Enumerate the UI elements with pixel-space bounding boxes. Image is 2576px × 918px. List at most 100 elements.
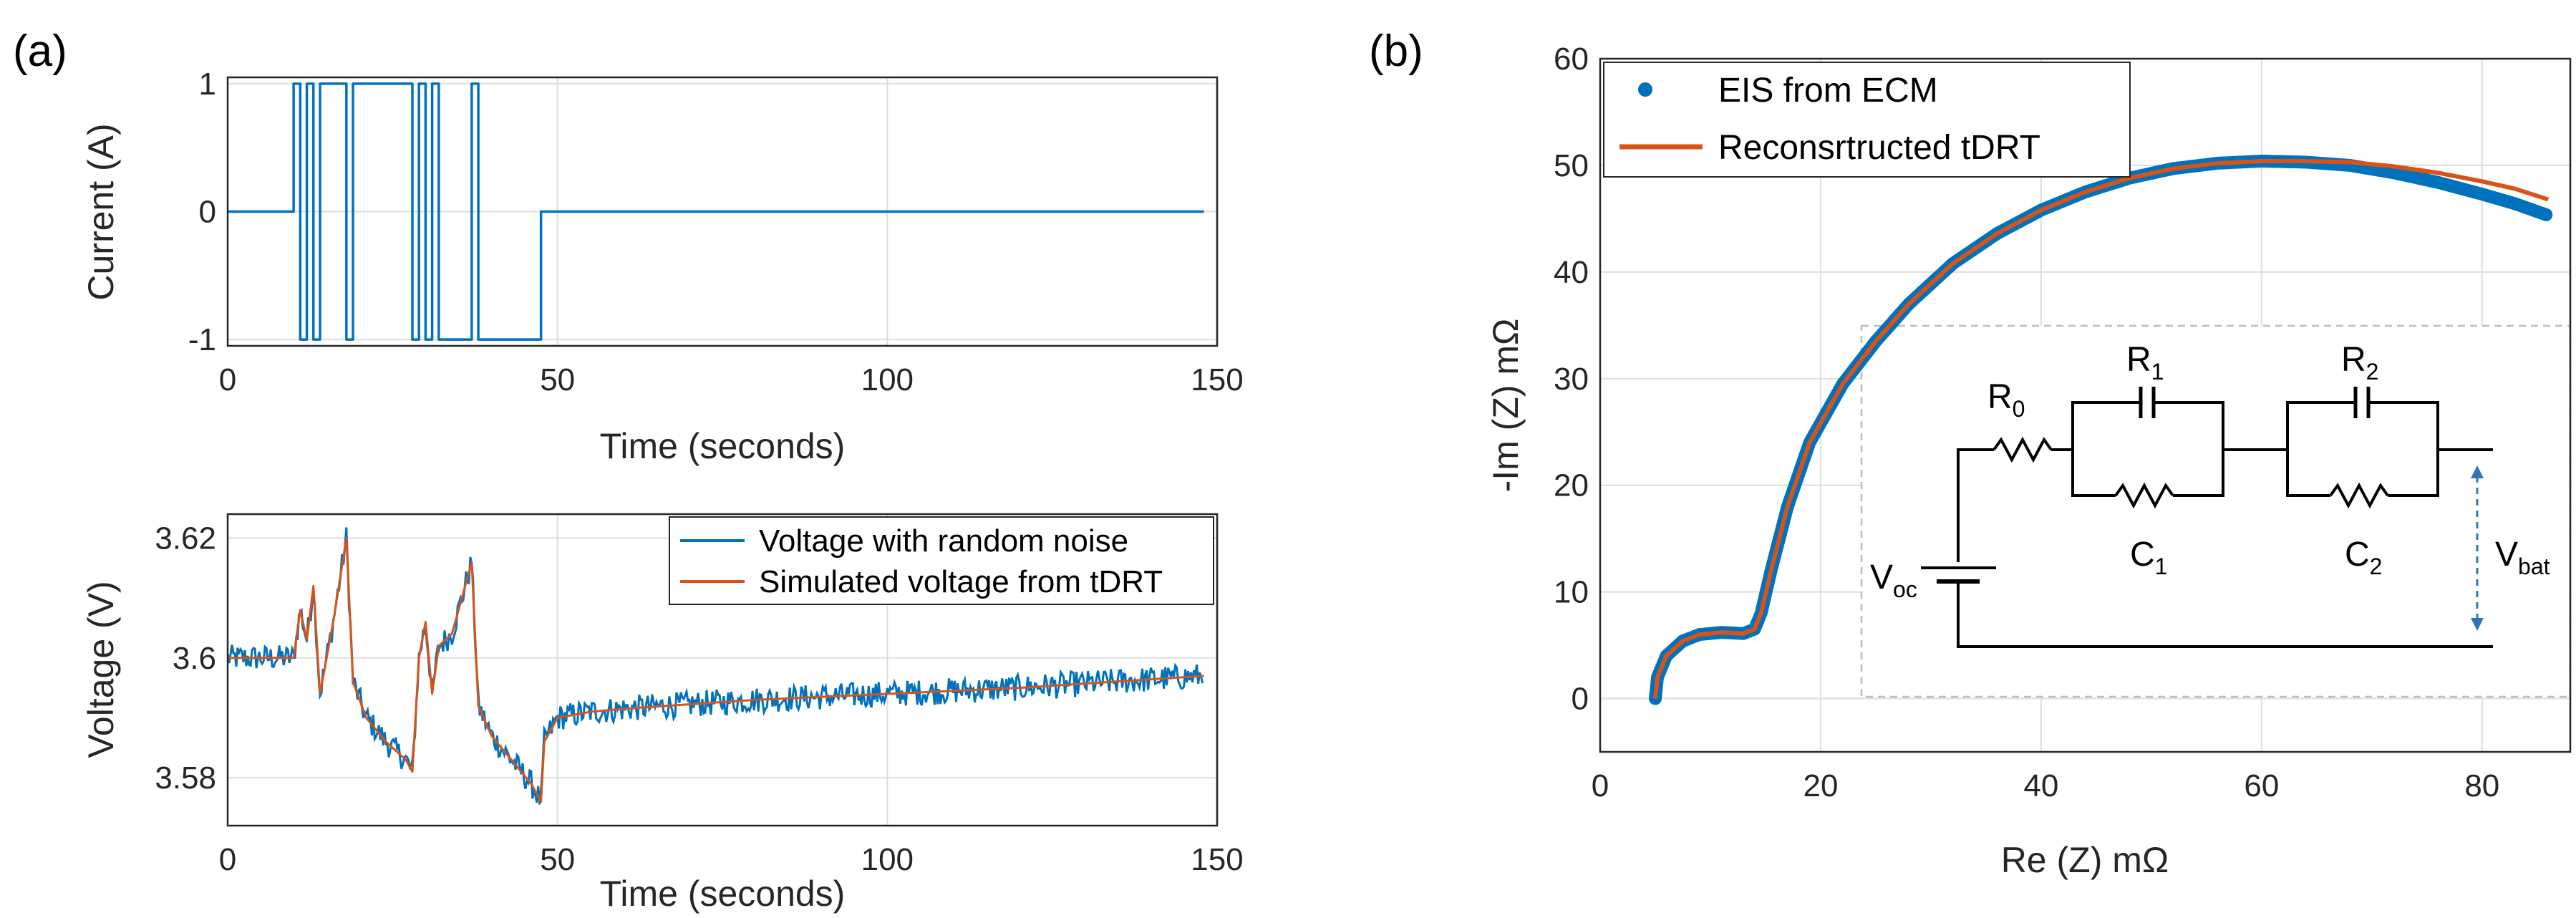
nyquist-chart: EIS from ECM Reconsrtructed tDRT 0 20 40… <box>1486 42 2572 880</box>
legend-label-eis: EIS from ECM <box>1718 72 1938 110</box>
wire-bottom <box>1957 581 2493 648</box>
label-c1-sub: 1 <box>2155 554 2168 579</box>
series-line-1 <box>1653 158 2550 699</box>
voltage-series <box>226 527 1204 805</box>
voltage-legend: Voltage with random noise Simulated volt… <box>669 516 1214 605</box>
current-y-tick: 1 <box>199 67 216 102</box>
nyquist-y-tick: 10 <box>1554 575 1589 610</box>
eis-data-point <box>2539 208 2553 221</box>
voltage-legend-box <box>669 516 1214 605</box>
legend-label-noise: Voltage with random noise <box>759 523 1128 559</box>
nyquist-y-tick: 40 <box>1554 255 1589 290</box>
label-r1: R1 <box>2126 341 2164 385</box>
nyquist-x-tick: 40 <box>2023 768 2058 803</box>
nyquist-x-tick: 0 <box>1592 768 1609 803</box>
nyquist-series <box>1648 154 2553 705</box>
label-vbat-sub: bat <box>2518 554 2550 579</box>
current-x-ticks: 0 50 100 150 <box>219 362 1244 397</box>
legend-label-tdrt: Reconsrtructed tDRT <box>1718 129 2040 167</box>
label-c2-sub: 2 <box>2370 554 2383 579</box>
rc2-bottom-branch-right <box>2388 450 2439 497</box>
label-vbat-main: V <box>2495 536 2518 574</box>
label-r2-sub: 2 <box>2366 359 2379 385</box>
current-y-label: Current (A) <box>81 123 121 300</box>
nyquist-y-tick: 0 <box>1572 682 1589 717</box>
equivalent-circuit: R0 R1 R2 C1 C2 Voc Vbat <box>1870 341 2550 648</box>
series-line-0 <box>226 527 1204 805</box>
rc1-top-branch <box>2071 401 2141 450</box>
voltage-y-label: Voltage (V) <box>81 581 121 758</box>
label-r1-sub: 1 <box>2151 359 2164 385</box>
panel-label-b: (b) <box>1369 26 1423 76</box>
current-axes-box <box>226 76 1219 347</box>
current-chart: 0 50 100 150 -1 0 1 Time (seconds) Curre… <box>81 67 1244 466</box>
nyquist-y-tick: 50 <box>1554 148 1589 183</box>
voltage-axes-box <box>226 513 1219 827</box>
label-r0: R0 <box>1987 378 2025 422</box>
label-r0-main: R <box>1987 378 2013 416</box>
series-line-0 <box>228 82 1204 341</box>
rc2-top-branch-right <box>2368 401 2439 450</box>
circuit-inset-frame <box>1860 324 2572 698</box>
voltage-x-tick: 100 <box>861 842 914 877</box>
current-y-tick: -1 <box>188 322 216 357</box>
nyquist-axes-box <box>1599 57 2572 753</box>
resistor-c2-branch <box>2329 482 2389 509</box>
voltage-y-tick: 3.62 <box>155 521 216 556</box>
voltage-chart: Voltage with random noise Simulated volt… <box>81 513 1244 914</box>
current-series <box>228 82 1204 341</box>
label-voc: Voc <box>1870 559 1917 602</box>
current-x-label: Time (seconds) <box>600 426 846 466</box>
wire-left-top <box>1957 448 1994 562</box>
current-y-tick: 0 <box>199 195 216 230</box>
current-y-ticks: -1 0 1 <box>188 67 216 357</box>
nyquist-x-label: Re (Z) mΩ <box>2001 840 2169 880</box>
panel-label-a: (a) <box>13 26 67 76</box>
label-c1-main: C <box>2130 536 2155 574</box>
label-r2: R2 <box>2341 341 2378 385</box>
voltage-x-ticks: 0 50 100 150 <box>219 842 1244 877</box>
voltage-y-tick: 3.6 <box>173 641 216 676</box>
nyquist-y-label: -Im (Z) mΩ <box>1486 319 1526 493</box>
label-voc-main: V <box>1870 559 1893 596</box>
current-x-tick: 100 <box>861 362 914 397</box>
label-c1: C1 <box>2130 536 2167 579</box>
current-x-tick: 150 <box>1191 362 1243 397</box>
rc1-bottom-branch-right <box>2173 450 2224 497</box>
vbat-arrow-head-up <box>2471 465 2484 478</box>
nyquist-legend: EIS from ECM Reconsrtructed tDRT <box>1603 62 2131 178</box>
vbat-arrow-head-down <box>2471 618 2484 631</box>
current-x-tick: 0 <box>219 362 236 397</box>
voltage-x-tick: 0 <box>219 842 236 877</box>
legend-label-simulated: Simulated voltage from tDRT <box>759 564 1163 599</box>
legend-marker-eis <box>1638 82 1652 97</box>
nyquist-x-tick: 60 <box>2244 768 2279 803</box>
nyquist-x-tick: 80 <box>2464 768 2499 803</box>
rc1-bottom-branch <box>2071 450 2116 497</box>
voltage-y-tick: 3.58 <box>155 760 216 796</box>
nyquist-legend-box <box>1603 62 2131 178</box>
current-x-tick: 50 <box>540 362 575 397</box>
label-c2: C2 <box>2345 536 2382 579</box>
nyquist-y-tick: 60 <box>1554 42 1589 77</box>
label-r0-sub: 0 <box>2013 396 2025 422</box>
label-r2-main: R <box>2341 341 2366 379</box>
voltage-x-tick: 50 <box>540 842 575 877</box>
nyquist-y-ticks: 0 10 20 30 40 50 60 <box>1554 42 1589 717</box>
nyquist-x-ticks: 0 20 40 60 80 <box>1592 768 2500 803</box>
nyquist-y-tick: 20 <box>1554 468 1589 503</box>
label-c2-main: C <box>2345 536 2370 574</box>
label-vbat: Vbat <box>2495 536 2550 579</box>
rc1-top-branch-right <box>2154 401 2224 450</box>
resistor-c1-branch <box>2114 482 2174 509</box>
label-r1-main: R <box>2126 341 2151 379</box>
voltage-y-ticks: 3.58 3.6 3.62 <box>155 521 216 796</box>
voltage-x-label: Time (seconds) <box>600 874 846 914</box>
rc2-bottom-branch <box>2286 450 2330 497</box>
resistor-r0 <box>1992 436 2053 463</box>
voltage-x-tick: 150 <box>1191 842 1243 877</box>
series-line-1 <box>228 536 1204 803</box>
nyquist-x-tick: 20 <box>1803 768 1838 803</box>
rc2-top-branch <box>2286 401 2355 450</box>
